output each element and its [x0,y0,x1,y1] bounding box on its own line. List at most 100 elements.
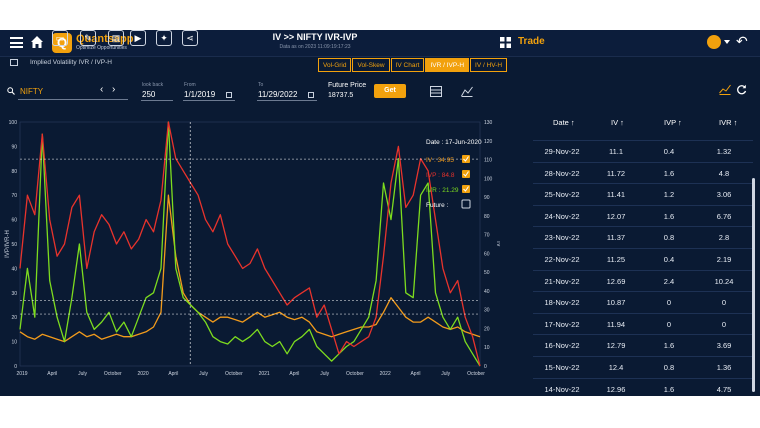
table-cell: 23-Nov-22 [544,233,580,243]
table-cell: 1.2 [663,190,675,200]
lookback-input[interactable]: 250 [142,90,156,99]
ivr-ivp-chart[interactable]: 0 10 20 30 40 50 60 70 80 90 100 0 10 20 30 40 50 60 70 80 9… [0,116,500,394]
table-cell: 21-Nov-22 [544,276,580,286]
col-header-ivr[interactable]: IVR ↑ [719,118,738,127]
from-date-input[interactable]: 1/1/2019 [184,90,216,99]
y-right-tick-label: 30 [484,308,490,314]
x-tick-label: October [225,371,243,377]
table-row[interactable]: 22-Nov-22 11.25 0.4 2.19 [533,248,753,271]
table-cell: 11.94 [606,319,626,329]
table-cell: 17-Nov-22 [544,319,580,329]
table-cell: 18-Nov-22 [544,298,580,308]
get-button[interactable]: Get [374,84,406,98]
to-calendar-icon[interactable] [308,92,314,98]
page-title: IV >> NIFTY IVR-IVP [272,32,358,42]
table-row[interactable]: 28-Nov-22 11.72 1.6 4.8 [533,161,753,185]
table-cell: 0 [721,298,727,308]
tab-iv-chart[interactable]: IV Chart [390,58,425,72]
x-tick-label: October [104,371,122,377]
plot-frame [19,121,481,367]
home-icon[interactable] [30,35,44,49]
col-header-iv[interactable]: IV ↑ [611,118,624,127]
table-row[interactable]: 15-Nov-22 12.4 0.8 1.36 [533,356,753,379]
y-left-axis-label: IVP/IVR-H [5,230,11,258]
legend-checkbox [461,199,471,209]
table-row[interactable]: 25-Nov-22 11.41 1.2 3.06 [533,183,753,206]
brand-name: Quantsapp [76,33,134,45]
search-icon [7,87,15,95]
prev-symbol-button[interactable]: ‹ [100,84,104,95]
table-cell: 4.8 [718,168,730,178]
gallery-icon[interactable]: ▤ [108,30,124,46]
tab-vol-grid[interactable]: Vol-Grid [318,58,352,72]
gift-icon[interactable]: ✦ [156,30,172,46]
tooltip-future: Future : [426,202,449,209]
table-view-icon[interactable] [430,86,442,97]
chat-icon[interactable]: ✎ [80,30,96,46]
tab-vol-skew[interactable]: Vol-Skew [352,58,390,72]
y-left-tick-label: 100 [9,120,18,126]
window-icon[interactable]: ▭ [52,30,68,46]
top-bar: Q Quantsapp Optimize Opportunities IV >>… [0,30,760,57]
table-cell: 0.8 [663,363,675,372]
y-left-tick-label: 10 [11,340,17,346]
table-row[interactable]: 21-Nov-22 12.69 2.4 10.24 [533,269,753,293]
trend-icon[interactable] [719,84,731,95]
y-right-tick-label: 60 [484,251,490,257]
table-row[interactable]: 18-Nov-22 10.87 0 0 [533,291,753,314]
symbol-input[interactable]: NIFTY [20,87,44,96]
y-left-tick-label: 0 [14,364,17,370]
next-symbol-button[interactable]: › [112,84,116,95]
table-row[interactable]: 16-Nov-22 12.79 1.6 3.69 [533,334,753,357]
col-header-ivp[interactable]: IVP ↑ [664,118,682,127]
table-row[interactable]: 17-Nov-22 11.94 0 0 [533,312,753,336]
table-cell: 10.24 [714,276,734,286]
table-cell: 0 [666,298,672,308]
table-cell: 11.37 [606,233,626,243]
y-right-tick-label: 80 [484,214,490,220]
view-tabs: Vol-Grid Vol-Skew IV Chart IVR / IVP-H I… [318,58,508,72]
x-tick-label: April [168,371,178,377]
y-right-tick-label: 100 [484,176,493,182]
col-header-date[interactable]: Date ↑ [553,118,575,127]
table-cell: 12.69 [606,276,626,286]
y-left-tick-label: 50 [11,242,17,248]
y-right-tick-label: 0 [484,364,487,370]
tab-iv-hv-h[interactable]: IV / HV-H [470,58,508,72]
to-date-input[interactable]: 11/29/2022 [258,90,298,99]
grid-icon[interactable] [500,37,511,48]
tooltip-ivr: IVR : 21.29 [426,187,459,194]
table-row[interactable]: 14-Nov-22 12.96 1.6 4.75 [533,377,753,401]
chevron-down-icon[interactable] [724,40,730,44]
menu-icon[interactable] [10,37,23,48]
table-cell: 2.19 [716,255,732,264]
user-avatar[interactable] [707,35,721,49]
table-cell: 11.1 [608,147,624,156]
table-scrollbar[interactable] [752,178,755,392]
check-icon [463,171,469,177]
home-small-icon[interactable] [10,59,18,66]
share-icon[interactable]: ⋖ [182,30,198,46]
y-right-tick-label: 70 [484,233,490,239]
series-line-iv [19,194,481,343]
series-line-ivr [19,121,481,367]
table-row[interactable]: 29-Nov-22 11.1 0.4 1.32 [533,140,753,163]
video-icon[interactable]: ▶ [130,30,146,46]
back-arrow-icon[interactable]: ↶ [736,33,748,49]
y-left-tick-label: 40 [11,266,17,272]
table-row[interactable]: 24-Nov-22 12.07 1.6 6.76 [533,204,753,228]
table-cell: 24-Nov-22 [544,211,580,221]
data-table: Date ↑ IV ↑ IVP ↑ IVR ↑ 29-Nov-22 11.1 0.4… [533,112,756,394]
tab-ivr-ivp-h[interactable]: IVR / IVP-H [425,58,470,72]
to-underline [257,100,317,101]
from-calendar-icon[interactable] [226,92,232,98]
refresh-icon[interactable] [736,84,747,95]
line-chart-icon[interactable] [461,86,473,97]
table-cell: 3.06 [716,190,732,200]
table-cell: 0.4 [663,255,675,264]
x-tick-label: April [47,371,57,377]
table-row[interactable]: 23-Nov-22 11.37 0.8 2.8 [533,226,753,249]
legend-checkbox [462,155,470,163]
trade-button[interactable]: Trade [518,36,545,47]
check-icon [463,156,469,162]
